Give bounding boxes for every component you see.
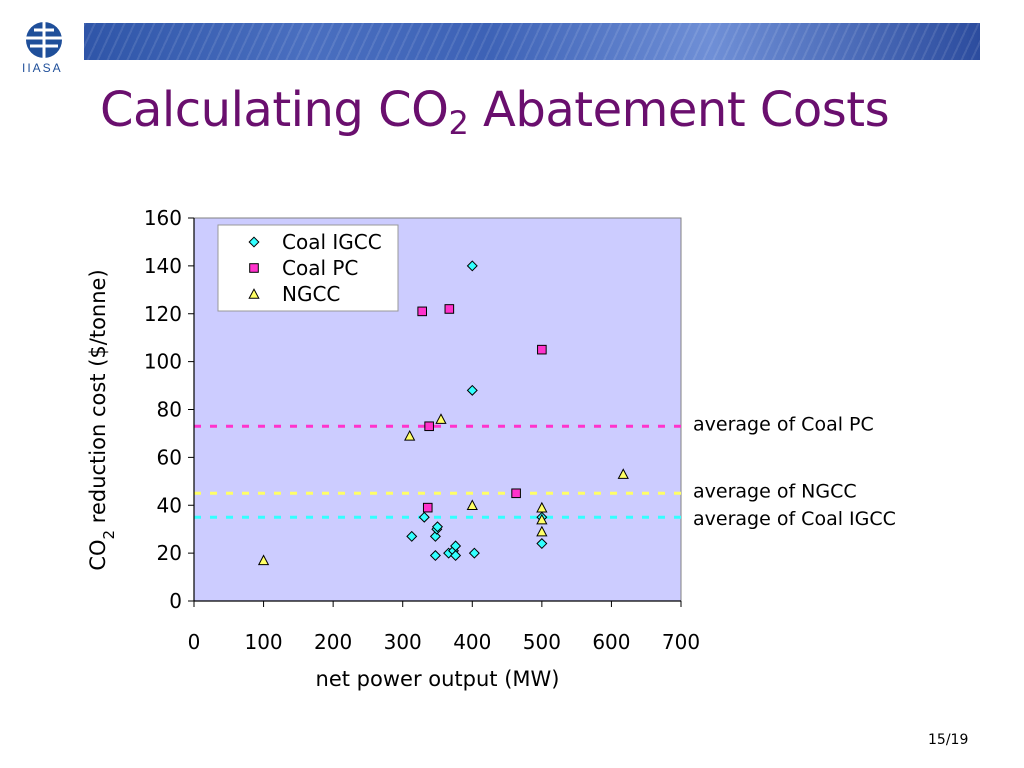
legend-box <box>217 224 399 312</box>
slide-title: Calculating CO2 Abatement Costs <box>100 82 890 142</box>
reference-line-label: average of NGCC <box>693 480 857 502</box>
data-point <box>417 306 427 317</box>
data-point <box>404 429 416 441</box>
title-main: Calculating CO <box>100 82 449 138</box>
data-point <box>450 540 462 552</box>
data-point <box>466 499 478 511</box>
reference-line-label: average of Coal PC <box>693 413 874 435</box>
x-axis-label: net power output (MW) <box>316 667 560 691</box>
y-tick-label: 160 <box>144 206 182 230</box>
x-tick-label: 700 <box>662 630 700 654</box>
iiasa-logo: IIASA <box>20 18 76 76</box>
legend-label: Coal IGCC <box>282 230 382 254</box>
reference-line-label: average of Coal IGCC <box>693 508 896 530</box>
x-tick-label: 500 <box>523 630 561 654</box>
y-tick-label: 40 <box>157 493 182 517</box>
data-point <box>536 538 548 550</box>
x-tick-label: 200 <box>314 630 352 654</box>
data-point <box>422 502 433 513</box>
y-tick-label: 120 <box>144 302 182 326</box>
x-tick-label: 300 <box>384 630 422 654</box>
data-point <box>468 547 480 559</box>
y-tick-label: 100 <box>144 350 182 374</box>
legend-marker <box>248 236 260 248</box>
x-tick-label: 600 <box>592 630 630 654</box>
legend-marker <box>249 263 259 273</box>
data-point <box>406 530 418 542</box>
data-point <box>466 260 478 272</box>
data-point <box>537 344 547 355</box>
data-point <box>536 513 548 525</box>
title-subscript: 2 <box>448 104 469 142</box>
data-point <box>511 488 521 499</box>
data-point <box>429 550 441 562</box>
data-point <box>450 550 462 562</box>
header-banner <box>84 23 980 60</box>
y-tick-label: 60 <box>157 445 182 469</box>
data-point <box>466 384 478 396</box>
y-axis-label: CO2 reduction cost ($/tonne) <box>86 269 118 570</box>
svg-text:IIASA: IIASA <box>22 61 63 75</box>
legend-marker <box>248 288 260 299</box>
data-point <box>431 521 444 533</box>
data-point <box>257 554 270 566</box>
data-point <box>418 511 430 523</box>
x-tick-label: 100 <box>244 630 282 654</box>
legend-label: NGCC <box>282 282 340 306</box>
data-point <box>424 421 434 432</box>
y-tick-label: 20 <box>157 541 182 565</box>
y-tick-label: 0 <box>169 589 182 613</box>
data-point <box>617 468 629 479</box>
data-point <box>429 530 441 542</box>
data-point <box>444 304 455 314</box>
x-tick-label: 400 <box>453 630 491 654</box>
legend-label: Coal PC <box>282 256 358 280</box>
y-tick-label: 140 <box>144 254 182 278</box>
title-rest: Abatement Costs <box>468 82 890 138</box>
data-point <box>536 501 548 513</box>
data-point <box>536 525 548 537</box>
x-tick-label: 0 <box>188 630 201 654</box>
y-tick-label: 80 <box>157 398 182 422</box>
page-number: 15/19 <box>928 732 969 748</box>
data-point <box>435 413 447 424</box>
